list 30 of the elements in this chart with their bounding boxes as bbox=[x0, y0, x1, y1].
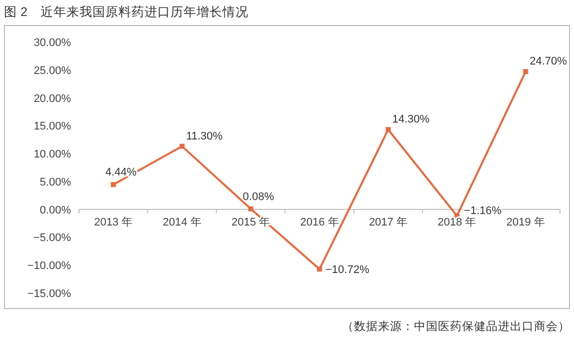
y-tick-label: 10.00% bbox=[34, 148, 72, 161]
x-tick-label: 2013 年 bbox=[94, 216, 133, 228]
x-tick-label: 2016 年 bbox=[300, 216, 339, 228]
y-tick-label: −5.00% bbox=[33, 232, 72, 244]
point bbox=[317, 266, 322, 272]
x-tick-label: 2018 年 bbox=[438, 216, 476, 228]
data-label: −1.16% bbox=[464, 204, 502, 217]
point bbox=[180, 144, 185, 149]
point bbox=[248, 206, 254, 212]
point bbox=[110, 182, 116, 188]
data-label: 14.30% bbox=[392, 114, 430, 126]
y-tick-label: 15.00% bbox=[34, 120, 72, 133]
y-tick-label: −10.00% bbox=[27, 260, 72, 272]
y-tick-label: 0.00% bbox=[40, 204, 72, 216]
y-tick-label: 20.00% bbox=[34, 92, 72, 105]
point bbox=[386, 127, 391, 132]
text: （数据来源：中国医药保健品进出口商会） bbox=[342, 319, 570, 333]
y-tick-label: 5.00% bbox=[40, 176, 72, 188]
x-tick-label: 2019 年 bbox=[506, 216, 545, 228]
x-tick-label: 2014 年 bbox=[162, 216, 202, 228]
data-label: 11.30% bbox=[186, 130, 223, 142]
point bbox=[523, 69, 528, 74]
x-tick-label: 2017 年 bbox=[368, 216, 408, 228]
data-label: −10.72% bbox=[326, 264, 370, 276]
data-label: 0.08% bbox=[242, 190, 274, 203]
chart-title: 图 2 近年来我国原料药进口历年增长情况 bbox=[4, 5, 248, 19]
y-tick-label: 30.00% bbox=[34, 37, 72, 49]
y-tick-label: 25.00% bbox=[34, 64, 72, 77]
y-tick-label: −15.00% bbox=[27, 288, 72, 300]
data-label: 24.70% bbox=[530, 56, 568, 68]
